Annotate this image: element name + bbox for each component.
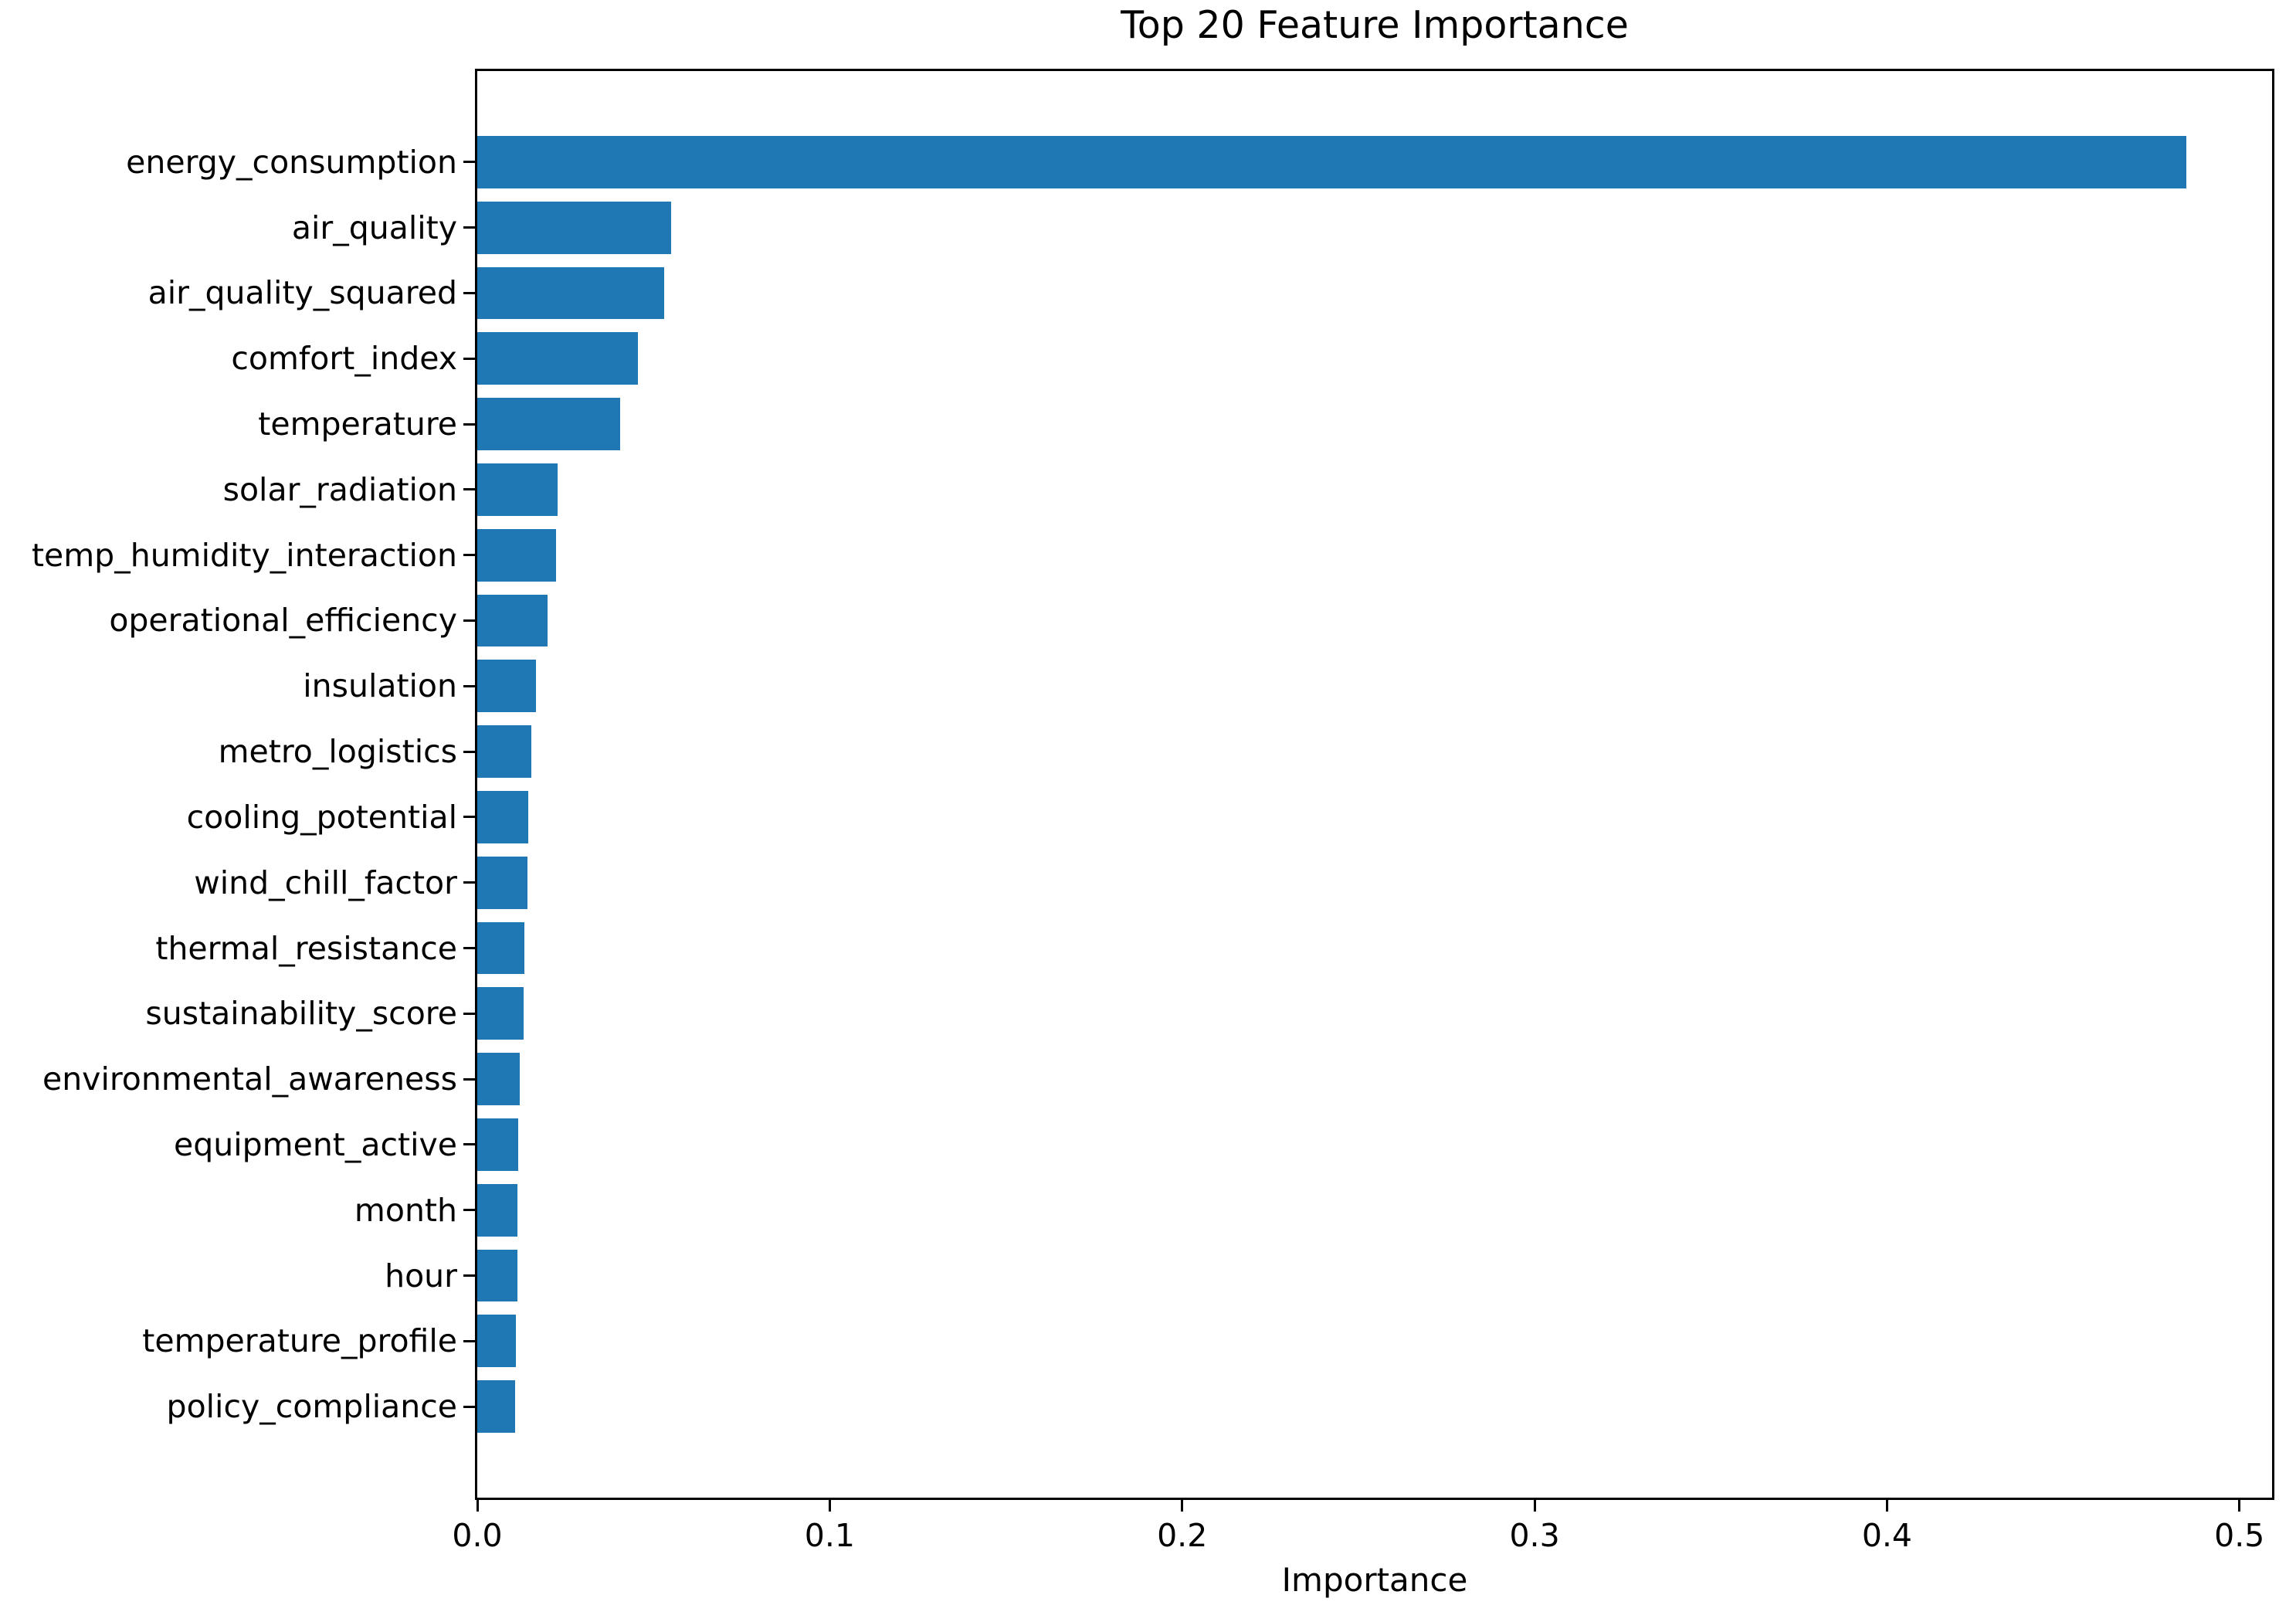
bar-environmental_awareness [477,1053,520,1106]
y-tick-mark [463,1209,475,1212]
bar-wind_chill_factor [477,856,528,909]
y-tick-label-temp_humidity_interaction: temp_humidity_interaction [31,536,457,574]
x-tick-mark [828,1500,831,1512]
y-tick-label-air_quality: air_quality [291,209,457,246]
y-tick-mark [463,619,475,622]
bar-cooling_potential [477,790,529,843]
y-tick-label-comfort_index: comfort_index [231,340,457,378]
bar-temperature [477,398,620,450]
y-tick-mark [463,226,475,229]
y-tick-mark [463,750,475,753]
x-tick-mark [1533,1500,1536,1512]
y-tick-label-metro_logistics: metro_logistics [218,733,457,771]
y-tick-label-policy_compliance: policy_compliance [166,1388,457,1426]
bar-energy_consumption [477,135,2187,188]
y-tick-label-cooling_potential: cooling_potential [186,798,457,836]
y-tick-mark [463,1405,475,1408]
y-tick-mark [463,684,475,687]
y-tick-mark [463,1012,475,1015]
y-tick-label-temperature_profile: temperature_profile [142,1322,457,1360]
x-tick-mark [1885,1500,1888,1512]
y-tick-mark [463,422,475,426]
bar-air_quality_squared [477,266,664,320]
y-tick-label-equipment_active: equipment_active [174,1125,457,1163]
y-tick-mark [463,357,475,360]
y-tick-label-thermal_resistance: thermal_resistance [155,929,457,967]
x-tick-label-0.1: 0.1 [804,1517,855,1554]
bar-sustainability_score [477,987,524,1040]
bar-hour [477,1249,517,1302]
x-tick-mark [1181,1500,1184,1512]
x-tick-label-0.3: 0.3 [1509,1517,1560,1554]
y-tick-label-temperature: temperature [258,406,457,443]
y-tick-mark [463,1339,475,1342]
y-tick-label-environmental_awareness: environmental_awareness [42,1060,457,1098]
x-axis-title: Importance [1281,1561,1468,1599]
y-tick-mark [463,291,475,294]
y-tick-mark [463,161,475,164]
bar-air_quality [477,201,671,254]
y-tick-label-hour: hour [385,1257,457,1295]
bar-comfort_index [477,332,638,385]
y-tick-label-wind_chill_factor: wind_chill_factor [194,864,457,901]
bar-insulation [477,660,536,713]
bar-metro_logistics [477,725,531,778]
x-tick-label-0.0: 0.0 [452,1517,503,1554]
y-tick-label-operational_efficiency: operational_efficiency [109,602,457,640]
bar-temperature_profile [477,1315,517,1368]
x-tick-label-0.2: 0.2 [1157,1517,1208,1554]
bar-month [477,1183,518,1237]
bar-temp_humidity_interaction [477,528,556,582]
bar-thermal_resistance [477,921,525,975]
y-tick-mark [463,488,475,491]
y-tick-label-sustainability_score: sustainability_score [145,995,457,1033]
x-tick-mark [476,1500,479,1512]
plot-area [475,69,2274,1500]
x-tick-label-0.4: 0.4 [1861,1517,1913,1554]
x-tick-label-0.5: 0.5 [2214,1517,2265,1554]
y-tick-mark [463,1077,475,1081]
y-tick-mark [463,947,475,949]
y-tick-mark [463,554,475,557]
chart-title: Top 20 Feature Importance [1121,3,1629,47]
y-tick-label-solar_radiation: solar_radiation [222,470,457,508]
y-tick-mark [463,1143,475,1146]
bar-policy_compliance [477,1380,515,1434]
y-tick-label-energy_consumption: energy_consumption [126,143,457,181]
bar-operational_efficiency [477,594,548,647]
y-tick-label-month: month [354,1191,457,1229]
bar-equipment_active [477,1118,519,1171]
y-tick-mark [463,881,475,884]
y-tick-mark [463,1274,475,1278]
y-tick-mark [463,816,475,819]
y-tick-label-air_quality_squared: air_quality_squared [148,274,457,312]
x-tick-mark [2238,1500,2241,1512]
y-tick-label-insulation: insulation [303,667,457,705]
bar-solar_radiation [477,463,558,516]
